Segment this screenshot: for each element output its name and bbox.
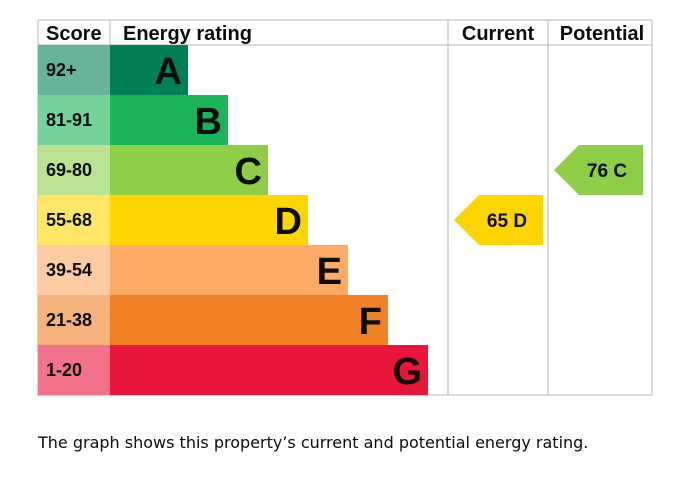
score-cell-g [38,345,110,395]
rating-bands: 92+ A 81-91 B 69-80 C 55-68 D 39-54 E 21-38 F 1-20 G [38,45,428,395]
score-cell-d [38,195,110,245]
band-bar-c [110,145,268,195]
band-letter-f: F [359,301,382,343]
band-bar-b [110,95,228,145]
score-range-c: 69-80 [46,160,92,180]
band-letter-a: A [155,51,182,93]
potential-header: Potential [560,23,644,45]
band-bar-a [110,45,188,95]
band-letter-d: D [275,201,302,243]
score-cell-a [38,45,110,95]
band-bar-d [110,195,308,245]
score-range-a: 92+ [46,60,77,80]
band-bar-f [110,295,388,345]
score-range-f: 21-38 [46,310,92,330]
potential-rating-arrow [554,145,643,195]
score-cell-e [38,245,110,295]
current-rating-label: 65 D [487,211,527,232]
band-bar-e [110,245,348,295]
score-cell-c [38,145,110,195]
score-header: Score [46,23,102,45]
chart-caption: The graph shows this property’s current … [38,433,589,452]
score-range-b: 81-91 [46,110,92,130]
score-range-g: 1-20 [46,360,82,380]
score-cell-b [38,95,110,145]
score-cell-f [38,295,110,345]
potential-rating-label: 76 C [587,161,627,182]
rating-markers: 65 D 76 C [454,145,643,245]
band-letter-e: E [317,251,342,293]
score-range-e: 39-54 [46,260,92,280]
table-headers: Score Energy rating Current Potential [46,23,644,45]
energy-rating-header: Energy rating [123,23,252,45]
band-letter-g: G [392,351,422,393]
epc-chart: Score Energy rating Current Potential 92… [37,19,653,396]
score-range-d: 55-68 [46,210,92,230]
band-bar-g [110,345,428,395]
current-rating-arrow [454,195,543,245]
band-letter-c: C [235,151,262,193]
band-letter-b: B [195,101,222,143]
current-header: Current [462,23,535,45]
